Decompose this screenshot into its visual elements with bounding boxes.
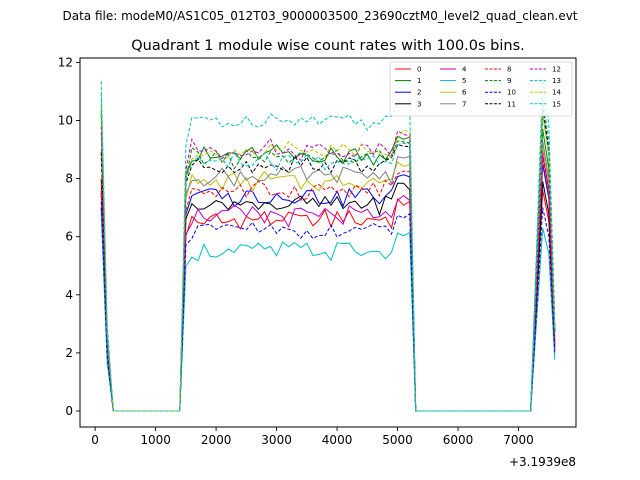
series-line-9	[100, 111, 556, 412]
legend-label: 4	[462, 66, 467, 74]
x-tick-label: 0	[91, 433, 99, 447]
figure-suptitle: Data file: modeM0/AS1C05_012T03_90000035…	[62, 9, 577, 23]
y-tick-label: 0	[65, 404, 73, 418]
x-axis-offset-label: +3.1939e8	[509, 455, 576, 469]
series-line-11	[100, 105, 556, 412]
y-tick-label: 10	[58, 113, 73, 127]
legend-label: 10	[507, 89, 516, 97]
x-tick-label: 6000	[443, 433, 474, 447]
legend-label: 15	[552, 100, 561, 108]
legend-label: 3	[417, 100, 421, 108]
legend-label: 13	[552, 77, 561, 85]
y-tick-label: 8	[65, 172, 73, 186]
legend-label: 6	[462, 89, 467, 97]
legend-label: 8	[507, 66, 511, 74]
series-line-6	[100, 146, 556, 412]
series-line-4	[100, 155, 556, 412]
series-line-15	[100, 94, 556, 412]
plot-area: 0 1000 2000 3000 4000 5000 6000 7000 024681012 …	[58, 55, 577, 469]
series-layer	[100, 76, 556, 412]
chart-title: Quadrant 1 module wise count rates with …	[131, 38, 525, 54]
legend-frame	[389, 61, 573, 117]
legend-label: 12	[552, 66, 561, 74]
series-line-14	[100, 102, 556, 412]
x-axis-ticks: 0 1000 2000 3000 4000 5000 6000 7000	[91, 427, 534, 447]
legend-label: 2	[417, 89, 421, 97]
x-tick-label: 3000	[261, 433, 292, 447]
x-tick-label: 4000	[322, 433, 353, 447]
legend-label: 0	[417, 66, 421, 74]
series-line-12	[100, 126, 556, 412]
y-tick-label: 4	[65, 288, 73, 302]
y-axis-ticks: 0 2 4 6 8 10 12	[58, 55, 80, 418]
series-line-5	[100, 213, 556, 412]
series-line-0	[100, 190, 556, 412]
legend-label: 7	[462, 100, 466, 108]
y-tick-label: 6	[65, 230, 73, 244]
series-line-13	[100, 76, 556, 412]
legend-label: 11	[507, 100, 516, 108]
y-tick-label: 12	[58, 55, 73, 69]
x-tick-label: 2000	[201, 433, 232, 447]
axes-frame	[79, 57, 577, 428]
x-tick-label: 1000	[140, 433, 171, 447]
series-line-1	[100, 108, 556, 412]
y-tick-label: 2	[65, 346, 73, 360]
series-line-8	[100, 158, 556, 412]
series-line-2	[100, 164, 556, 412]
legend-label: 5	[462, 77, 466, 85]
x-tick-label: 7000	[503, 433, 534, 447]
legend-label: 1	[417, 77, 421, 85]
x-tick-label: 5000	[382, 433, 413, 447]
series-line-10	[100, 201, 556, 412]
legend-label: 9	[507, 77, 511, 85]
legend-label: 14	[552, 89, 561, 97]
series-line-3	[100, 178, 556, 412]
series-line-7	[100, 132, 556, 412]
